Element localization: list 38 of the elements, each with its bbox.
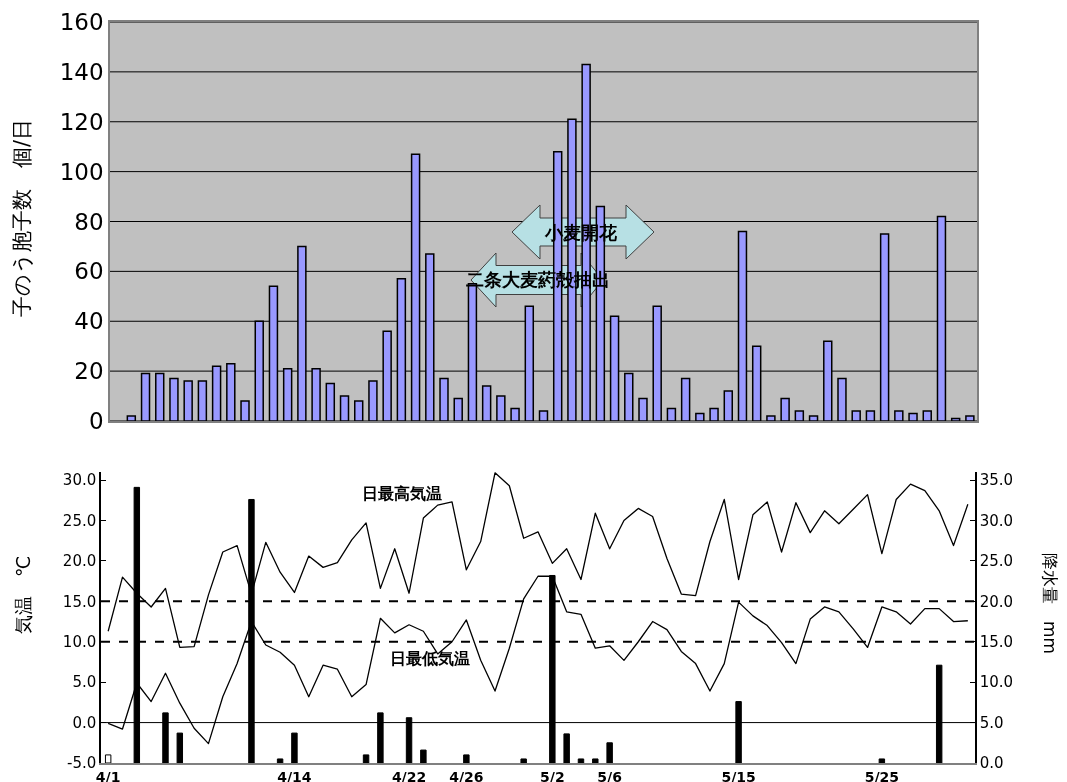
x-tick-label: 5/15 <box>721 768 756 782</box>
y-tick-label: 5.0 <box>72 673 97 692</box>
y-tick-label: 30.0 <box>62 471 97 490</box>
y2-tick-label: 15.0 <box>979 633 1014 651</box>
y-tick-label: 15.0 <box>62 592 97 611</box>
y2-tick-label: 30.0 <box>979 511 1014 530</box>
y-tick-label: 160 <box>59 9 104 36</box>
y-tick-label: 20.0 <box>62 552 97 571</box>
y2-tick-label: 10.0 <box>979 673 1014 692</box>
x-tick-label: 5/6 <box>597 768 622 782</box>
y-tick-label: 0 <box>89 408 104 435</box>
y2-tick-label: 25.0 <box>979 552 1014 571</box>
x-tick-label: 4/14 <box>277 768 312 782</box>
y-tick-label: 100 <box>59 158 104 185</box>
y-tick-label: -5.0 <box>66 754 97 773</box>
y2-axis-title: 降水量 mm <box>1040 553 1060 655</box>
y-axis-title: 子のう胞子数 個/日 <box>10 118 34 317</box>
y2-tick-label: 5.0 <box>979 713 1004 732</box>
y-tick-label: 25.0 <box>62 511 97 530</box>
y-tick-label: 10.0 <box>62 633 97 651</box>
y2-tick-label: 0.0 <box>979 754 1004 773</box>
y-axis-title: 気温 ℃ <box>12 555 34 634</box>
x-tick-label: 5/2 <box>540 768 565 782</box>
series-label: 日最高気温 <box>362 484 442 503</box>
x-tick-label: 4/1 <box>95 768 121 782</box>
y-tick-label: 120 <box>59 108 104 135</box>
y2-tick-label: 35.0 <box>979 471 1014 490</box>
x-tick-label: 4/26 <box>449 768 484 782</box>
y-tick-label: 0.0 <box>72 713 97 732</box>
y-tick-label: 20 <box>74 358 104 385</box>
y-tick-label: 140 <box>59 58 104 85</box>
y-tick-label: 40 <box>74 308 104 335</box>
y-tick-label: 60 <box>74 258 104 285</box>
series-label: 日最低気温 <box>390 649 470 668</box>
x-tick-label: 4/22 <box>391 768 427 782</box>
y2-tick-label: 20.0 <box>979 592 1014 611</box>
x-tick-label: 5/25 <box>864 768 900 782</box>
y-tick-label: 80 <box>74 208 104 235</box>
